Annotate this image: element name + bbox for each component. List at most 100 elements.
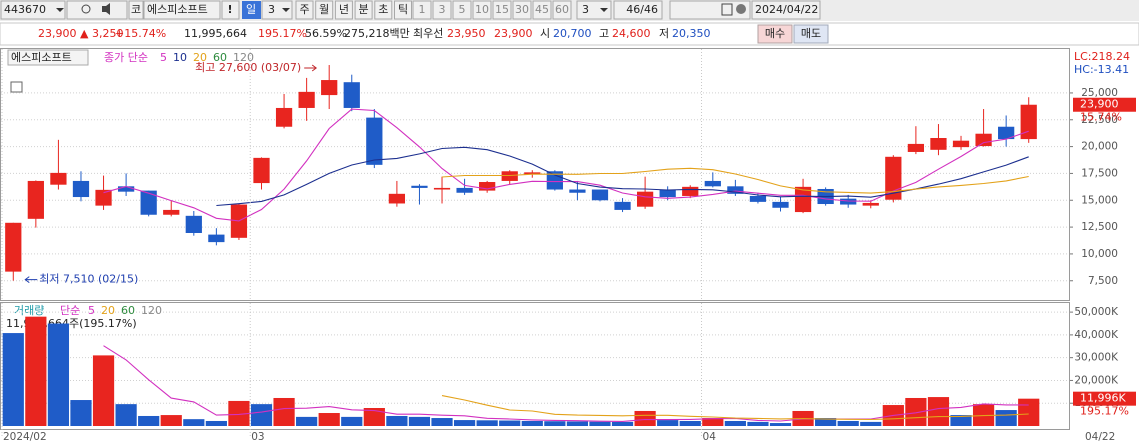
- interval-option[interactable]: 10: [475, 3, 489, 16]
- date[interactable]: 2024/04/22: [755, 3, 818, 16]
- legend-item: 5: [88, 304, 95, 317]
- period-option[interactable]: 월: [319, 3, 329, 16]
- volume-bar: [589, 421, 611, 426]
- candle-body: [952, 140, 970, 148]
- candle-body: [569, 189, 586, 193]
- interval-option[interactable]: 45: [535, 3, 549, 16]
- change: 3,250: [92, 27, 124, 40]
- y-tick-label: 7,500: [1088, 275, 1118, 287]
- buy[interactable]: 매수: [765, 27, 785, 40]
- period-button[interactable]: [394, 0, 412, 20]
- interval-button[interactable]: [552, 0, 572, 20]
- current-change: 195.17%: [1080, 405, 1129, 418]
- period-option[interactable]: 주: [299, 3, 309, 16]
- interval-button[interactable]: [472, 0, 492, 20]
- candle-body: [253, 157, 270, 184]
- interval-button[interactable]: [412, 0, 432, 20]
- arrow: [24, 276, 38, 284]
- x-tick-label: 04: [703, 431, 717, 443]
- volume-bar: [160, 415, 182, 426]
- interval-option[interactable]: 1: [419, 3, 426, 16]
- candle-body: [366, 117, 383, 165]
- sound-icon: [102, 3, 110, 15]
- volume-bar: [837, 420, 859, 426]
- interval-option[interactable]: 30: [515, 3, 529, 16]
- sell-button[interactable]: [793, 24, 829, 44]
- date-box[interactable]: [751, 0, 821, 20]
- candle-body: [840, 198, 857, 205]
- market[interactable]: 코: [131, 3, 141, 16]
- candle-body: [411, 185, 428, 188]
- buy-button[interactable]: [757, 24, 793, 44]
- count-box[interactable]: [613, 0, 663, 20]
- legend-item: 5: [160, 51, 167, 64]
- candle-body: [163, 209, 180, 215]
- volume-bar: [273, 397, 295, 426]
- volume-bar: [702, 418, 724, 426]
- stock-code[interactable]: 443670: [4, 3, 46, 16]
- code-box[interactable]: [0, 0, 66, 20]
- interval-button[interactable]: [512, 0, 532, 20]
- volume-bar: [47, 323, 70, 426]
- interval-button[interactable]: [432, 0, 452, 20]
- candle-body: [975, 133, 992, 147]
- period-option[interactable]: 틱: [398, 3, 408, 16]
- volume-bar: [296, 416, 318, 426]
- candle-body: [298, 91, 315, 108]
- change-pct: +15.74%: [115, 27, 166, 40]
- dropdown-arrow: [282, 8, 290, 12]
- candle-body: [862, 202, 879, 206]
- count[interactable]: 46/46: [626, 3, 658, 16]
- volume-bar: [634, 410, 656, 426]
- interval-option[interactable]: 3: [439, 3, 446, 16]
- candle-body: [907, 143, 925, 152]
- alert-box[interactable]: [221, 0, 240, 20]
- tool-icons[interactable]: [66, 0, 128, 20]
- period-option[interactable]: 년: [339, 3, 349, 16]
- period-button[interactable]: [334, 0, 353, 20]
- candle-body: [749, 195, 767, 202]
- amount: 275,218백만: [344, 27, 410, 40]
- chart-name-box: [7, 49, 89, 66]
- interval-button[interactable]: [452, 0, 472, 20]
- volume: 11,995,664: [184, 27, 247, 40]
- interval-option[interactable]: 15: [495, 3, 509, 16]
- moving-average: [441, 167, 1029, 194]
- volume-bar: [138, 415, 160, 426]
- period-button[interactable]: [354, 0, 373, 20]
- period-n-box[interactable]: [261, 0, 293, 20]
- period-button[interactable]: [295, 0, 314, 20]
- period-n[interactable]: 3: [268, 3, 275, 16]
- stock-name[interactable]: 에스피소프트: [147, 3, 208, 16]
- y-tick-label: 12,500: [1081, 221, 1118, 233]
- interval-button[interactable]: [492, 0, 512, 20]
- alert[interactable]: !: [227, 3, 232, 16]
- volume-bar: [25, 316, 47, 426]
- period-box[interactable]: [242, 1, 261, 19]
- name-box[interactable]: [143, 0, 221, 20]
- volume-bar: [927, 397, 950, 426]
- period[interactable]: 일: [246, 2, 256, 16]
- grid-icon: [10, 81, 23, 93]
- interval-n[interactable]: 3: [582, 3, 589, 16]
- candle-body: [659, 189, 676, 198]
- legend-item: 120: [141, 304, 162, 317]
- moving-average: [441, 395, 1029, 421]
- volume-bar: [566, 421, 589, 426]
- high: 24,600: [612, 27, 651, 40]
- interval-option[interactable]: 5: [459, 3, 466, 16]
- period-button[interactable]: [315, 0, 334, 20]
- sell[interactable]: 매도: [801, 27, 821, 40]
- period-option[interactable]: 초: [378, 3, 388, 16]
- search-icon: [81, 4, 91, 14]
- interval-button[interactable]: [532, 0, 552, 20]
- candle-body: [524, 172, 541, 175]
- volume-bar: [318, 413, 340, 426]
- market-box[interactable]: [128, 0, 144, 20]
- candle-body: [185, 215, 202, 233]
- interval-option[interactable]: 60: [555, 3, 569, 16]
- period-button[interactable]: [374, 0, 393, 20]
- interval-n-box[interactable]: [576, 0, 612, 20]
- period-option[interactable]: 분: [359, 3, 369, 16]
- volume-bar: [499, 420, 521, 426]
